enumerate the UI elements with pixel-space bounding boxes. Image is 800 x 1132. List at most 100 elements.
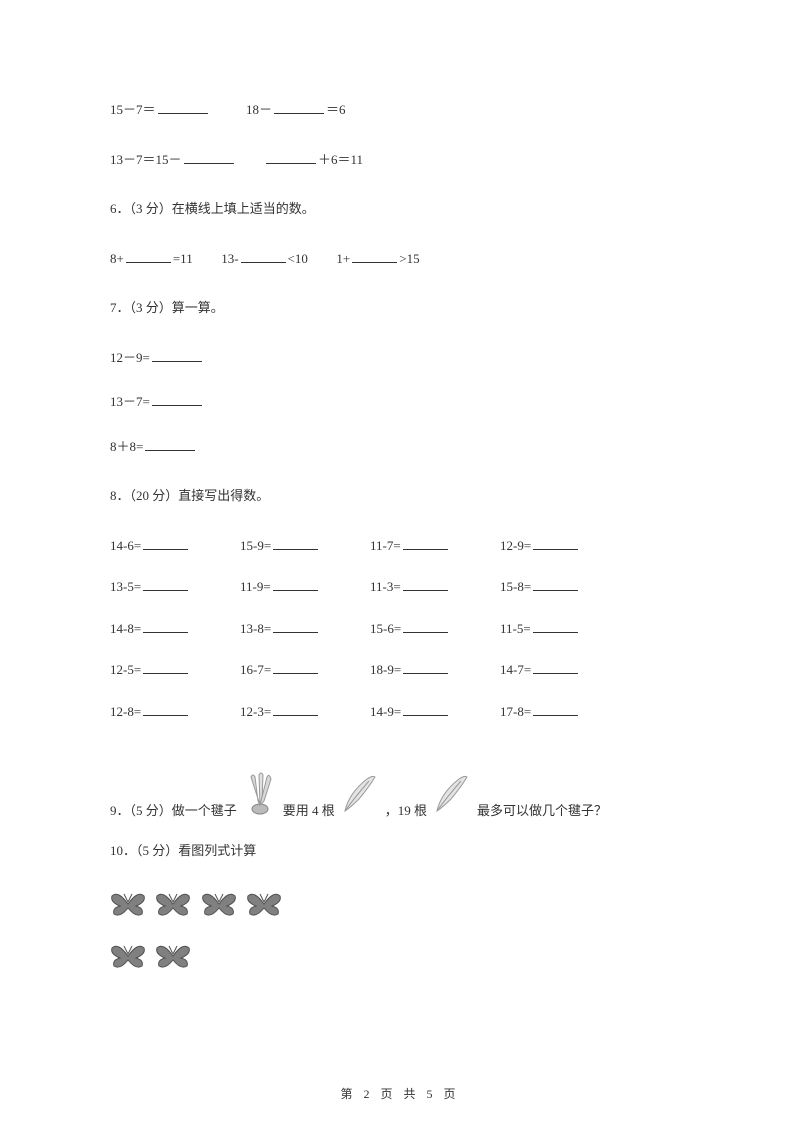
feather-icon: [339, 773, 381, 821]
equation-cell: 14-9=: [370, 702, 500, 722]
butterfly-icon: [110, 890, 146, 918]
text: =11: [173, 251, 193, 266]
equation-cell: 12-9=: [500, 536, 630, 556]
answer-blank[interactable]: [152, 348, 202, 362]
answer-blank[interactable]: [273, 702, 318, 716]
text: 8+: [110, 251, 124, 266]
text: ＝6: [326, 102, 346, 117]
answer-blank[interactable]: [273, 619, 318, 633]
equation-line-1: 15－7＝ 18－ ＝6: [110, 100, 690, 120]
text: ＋6＝11: [318, 152, 363, 167]
text: 最多可以做几个毽子？: [477, 801, 607, 821]
answer-blank[interactable]: [403, 702, 448, 716]
equation-cell: 12-8=: [110, 702, 240, 722]
answer-blank[interactable]: [158, 100, 208, 114]
equation-cell: 15-8=: [500, 577, 630, 597]
text: 13－7=: [110, 394, 150, 409]
equation-cell: 15-9=: [240, 536, 370, 556]
text: 13－7＝15－: [110, 152, 182, 167]
text: 18－: [246, 102, 272, 117]
text: 15-9=: [240, 538, 271, 553]
equation-row: 13-5=11-9=11-3=15-8=: [110, 577, 690, 597]
answer-blank[interactable]: [273, 660, 318, 674]
answer-blank[interactable]: [273, 577, 318, 591]
answer-blank[interactable]: [274, 100, 324, 114]
equation-row: 14-8=13-8= 15-6= 11-5=: [110, 619, 690, 639]
equation-line-2: 13－7＝15－ ＋6＝11: [110, 150, 690, 170]
answer-blank[interactable]: [143, 619, 188, 633]
text: 11-5=: [500, 621, 531, 636]
equation-cell: 11-9=: [240, 577, 370, 597]
equation-cell: 12-3=: [240, 702, 370, 722]
answer-blank[interactable]: [143, 660, 188, 674]
text: 18-9=: [370, 662, 401, 677]
equation-cell: 17-8=: [500, 702, 630, 722]
equation-cell: 12-5=: [110, 660, 240, 680]
answer-blank[interactable]: [241, 249, 286, 263]
text: >15: [399, 251, 419, 266]
text: 15－7＝: [110, 102, 156, 117]
equation-cell: 16-7=: [240, 660, 370, 680]
answer-blank[interactable]: [403, 660, 448, 674]
answer-blank[interactable]: [352, 249, 397, 263]
text: 要用 4 根: [283, 801, 335, 821]
text: 12-9=: [500, 538, 531, 553]
equation-row: 12-8= 12-3= 14-9=17-8=: [110, 702, 690, 722]
text: 12-8=: [110, 704, 141, 719]
text: 11-3=: [370, 579, 401, 594]
equation-line: 12－9=: [110, 348, 690, 368]
butterfly-row-2: [110, 942, 690, 976]
text: 12-5=: [110, 662, 141, 677]
answer-blank[interactable]: [403, 619, 448, 633]
equation-cell: 14-7=: [500, 660, 630, 680]
text: 12-3=: [240, 704, 271, 719]
text: 14-7=: [500, 662, 531, 677]
equation-cell: 13-8=: [240, 619, 370, 639]
answer-blank[interactable]: [403, 536, 448, 550]
equation-cell: 11-3=: [370, 577, 500, 597]
answer-blank[interactable]: [145, 437, 195, 451]
butterfly-row-1: [110, 890, 690, 924]
butterfly-icon: [246, 890, 282, 918]
answer-blank[interactable]: [143, 536, 188, 550]
equation-cell: 14-6=: [110, 536, 240, 556]
answer-blank[interactable]: [143, 577, 188, 591]
text: 15-8=: [500, 579, 531, 594]
answer-blank[interactable]: [533, 577, 578, 591]
text: <10: [288, 251, 308, 266]
text: 11-9=: [240, 579, 271, 594]
answer-blank[interactable]: [533, 536, 578, 550]
equation-line: 13－7=: [110, 392, 690, 412]
answer-blank[interactable]: [184, 150, 234, 164]
answer-blank[interactable]: [126, 249, 171, 263]
page-footer: 第 2 页 共 5 页: [0, 1085, 800, 1102]
equation-row: 14-6=15-9=11-7=12-9=: [110, 536, 690, 556]
answer-blank[interactable]: [266, 150, 316, 164]
butterfly-icon: [201, 890, 237, 918]
answer-blank[interactable]: [533, 619, 578, 633]
equation-line: 8＋8=: [110, 437, 690, 457]
shuttlecock-icon: [241, 771, 279, 821]
answer-blank[interactable]: [403, 577, 448, 591]
feather-icon: [431, 773, 473, 821]
text: 13-8=: [240, 621, 271, 636]
question-7: 7．（3 分）算一算。: [110, 298, 690, 318]
answer-blank[interactable]: [273, 536, 318, 550]
text: 13-: [221, 251, 238, 266]
text: 15-6=: [370, 621, 401, 636]
equation-line-3: 8+=11 13-<10 1+>15: [110, 249, 690, 269]
text: ，19 根: [385, 801, 427, 821]
answer-blank[interactable]: [533, 660, 578, 674]
question-9: 9．（5 分）做一个毽子 要用 4 根 ，19 根 最多可以做几个毽子？: [110, 771, 690, 821]
equation-cell: 15-6=: [370, 619, 500, 639]
text: 8＋8=: [110, 439, 143, 454]
butterfly-icon: [155, 942, 191, 970]
answer-blank[interactable]: [143, 702, 188, 716]
answer-blank[interactable]: [533, 702, 578, 716]
question-8: 8．（20 分）直接写出得数。: [110, 486, 690, 506]
text: 14-6=: [110, 538, 141, 553]
text: 16-7=: [240, 662, 271, 677]
question-10: 10．（5 分）看图列式计算: [110, 841, 690, 861]
answer-blank[interactable]: [152, 392, 202, 406]
equation-cell: 14-8=: [110, 619, 240, 639]
